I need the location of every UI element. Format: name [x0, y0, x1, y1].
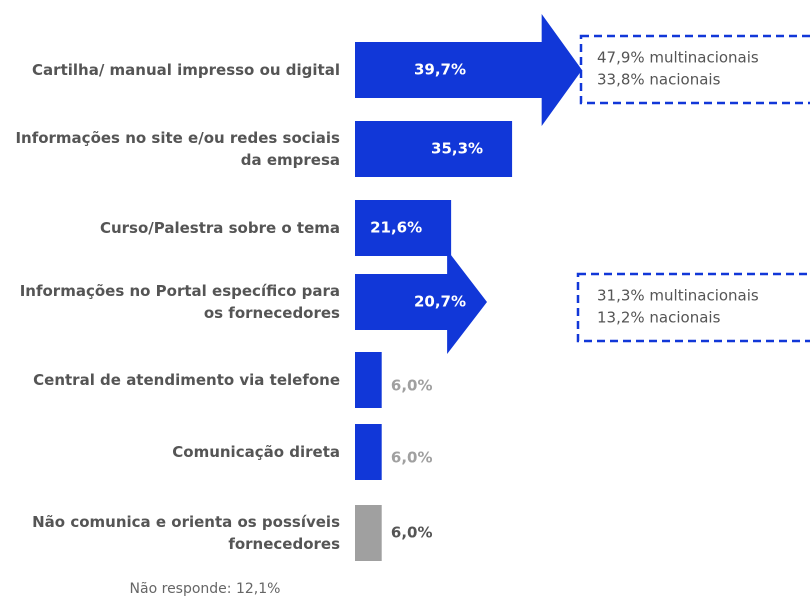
value-label: 20,7%	[414, 293, 466, 311]
footnote: Não responde: 12,1%	[129, 581, 281, 597]
category-label: Não comunica e orienta os possíveis forn…	[32, 513, 340, 553]
category-label: Central de atendimento via telefone	[33, 371, 340, 389]
value-label: 39,7%	[414, 61, 466, 79]
annotation-box	[576, 272, 810, 343]
annotation-text: 13,2% nacionais	[597, 309, 721, 327]
bar	[355, 505, 382, 561]
bar	[355, 352, 382, 408]
category-label: Curso/Palestra sobre o tema	[99, 219, 340, 237]
value-label: 6,0%	[391, 449, 433, 467]
annotation-text: 47,9% multinacionais	[597, 49, 759, 67]
value-label: 35,3%	[431, 140, 483, 158]
category-label: Cartilha/ manual impresso ou digital	[32, 61, 340, 79]
bar	[355, 121, 513, 177]
bar	[355, 200, 452, 256]
annotation-box	[579, 34, 810, 105]
category-label: Informações no Portal específico para os…	[19, 282, 340, 322]
bar	[355, 14, 582, 126]
category-label: Informações no site e/ou redes sociais d…	[15, 129, 340, 169]
value-label: 21,6%	[370, 219, 422, 237]
value-label: 6,0%	[391, 524, 433, 542]
bar	[355, 424, 382, 480]
bar	[355, 250, 487, 354]
value-label: 6,0%	[391, 377, 433, 395]
category-label: Comunicação direta	[172, 443, 340, 461]
annotation-text: 33,8% nacionais	[597, 71, 721, 89]
annotation-text: 31,3% multinacionais	[597, 287, 759, 305]
